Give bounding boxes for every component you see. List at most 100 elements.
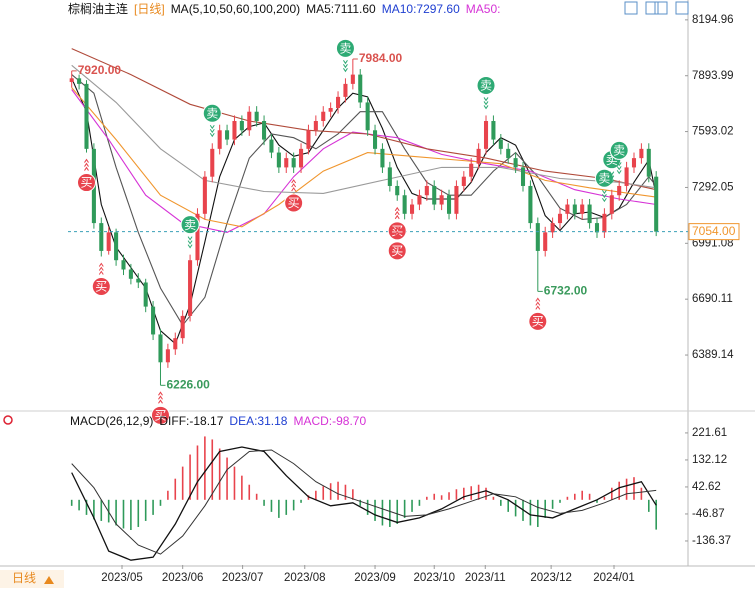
candle-body (513, 158, 518, 168)
signal-arrow (209, 133, 215, 138)
candle-body (446, 195, 452, 214)
signal-arrow (84, 166, 89, 171)
candle-body (165, 349, 170, 363)
candle-body (365, 102, 370, 131)
chart-title: MACD(26,12,9) (70, 414, 153, 428)
candle-body (69, 78, 74, 83)
signal-label: 卖 (206, 106, 218, 120)
signal-badge (387, 241, 407, 261)
candle-body (572, 204, 577, 214)
candle-body (269, 139, 274, 153)
signal-arrow (343, 60, 348, 65)
candle-body (550, 223, 555, 233)
y-tick-label: 6991.08 (692, 237, 734, 249)
toolbar (624, 1, 689, 15)
ma-line (71, 64, 657, 194)
signal-arrow (209, 125, 215, 130)
signal-badge (387, 221, 407, 241)
signal-arrow (394, 210, 400, 216)
candle-body (217, 130, 222, 149)
x-tick-label: 2023/10 (413, 572, 455, 584)
candle-body (284, 158, 289, 168)
candle-body (173, 338, 178, 350)
candle-body (646, 148, 651, 177)
extreme-label: 6226.00 (166, 377, 210, 391)
candle-body (210, 148, 215, 177)
signal-arrow (483, 97, 489, 102)
signal-arrow (343, 64, 348, 69)
candle-body (609, 195, 614, 214)
period-label[interactable]: 日线 (12, 571, 36, 585)
signal-label: 买 (532, 315, 544, 329)
ma-line (71, 87, 657, 228)
signal-label: 卖 (339, 41, 351, 55)
y-tick-label: 6690.11 (692, 293, 733, 305)
candle-body (247, 111, 252, 131)
settings-icon[interactable] (3, 415, 13, 425)
signal-badge (91, 277, 111, 297)
candle-body (409, 204, 415, 214)
signal-arrow (601, 197, 607, 203)
candle-body (395, 185, 400, 196)
signal-badge (594, 168, 614, 188)
signal-badge (180, 215, 200, 235)
candle-body (528, 185, 533, 224)
signal-label: 卖 (598, 171, 610, 185)
chart-subtitle: [日线] (134, 2, 165, 16)
y-tick-label: 221.61 (692, 427, 727, 439)
signal-arrow (343, 68, 348, 73)
y-tick-label: -136.37 (692, 535, 731, 547)
y-tick-label: 8194.96 (692, 14, 734, 26)
candle-body (350, 74, 355, 84)
tab-arrow[interactable] (44, 576, 54, 584)
candle-body (358, 74, 363, 103)
legend-item: MA10:7297.60 (382, 2, 460, 16)
signal-arrow (98, 262, 104, 267)
candle-body (343, 83, 348, 97)
candle-body (232, 121, 237, 140)
candle-body (99, 223, 104, 251)
candle-body (654, 176, 659, 232)
x-tick-label: 2023/12 (530, 572, 572, 584)
candle-body (180, 315, 185, 339)
indicator-label: MA(5,10,50,60,100,200) (171, 2, 300, 16)
legend-item: MACD:-98.70 (293, 414, 366, 428)
signal-arrow (158, 399, 163, 404)
signal-arrow (616, 166, 622, 171)
tool-icon[interactable] (624, 1, 638, 15)
signal-arrow (187, 240, 193, 245)
y-tick-label: 6389.14 (692, 349, 734, 361)
candle-body (306, 130, 311, 149)
candle-body (587, 204, 592, 224)
signal-badge (528, 311, 548, 331)
signal-arrow (483, 105, 489, 110)
candle-body (276, 152, 281, 168)
candle-body (624, 167, 629, 186)
signal-badge (202, 103, 222, 123)
tool-icon[interactable] (645, 1, 659, 15)
signal-arrow (158, 395, 163, 400)
signal-arrow (291, 187, 297, 192)
candle-body (291, 158, 296, 168)
signal-label: 买 (154, 408, 166, 422)
tool-icon[interactable] (675, 1, 689, 15)
candle-body (580, 204, 585, 214)
signal-badge (150, 405, 170, 425)
signal-badge (476, 75, 496, 95)
signal-label: 买 (95, 280, 107, 294)
signal-arrow (394, 206, 400, 212)
x-tick-label: 2023/07 (222, 572, 264, 584)
candle-body (402, 195, 407, 214)
gear[interactable] (3, 415, 13, 425)
signal-arrow (535, 305, 541, 310)
x-tick-label: 2023/11 (465, 572, 506, 584)
signal-arrow (394, 234, 400, 240)
candle-body (373, 130, 378, 149)
signal-arrow (291, 179, 297, 184)
candle-body (151, 306, 156, 335)
y-tick-label: 42.62 (692, 481, 721, 493)
tool-icon[interactable] (654, 1, 668, 15)
candle-body (439, 195, 444, 205)
candle-body (106, 232, 111, 251)
